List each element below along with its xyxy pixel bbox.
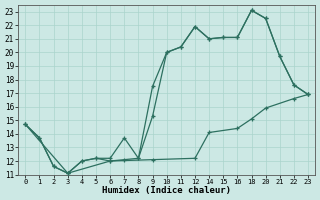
X-axis label: Humidex (Indice chaleur): Humidex (Indice chaleur) (102, 186, 231, 195)
